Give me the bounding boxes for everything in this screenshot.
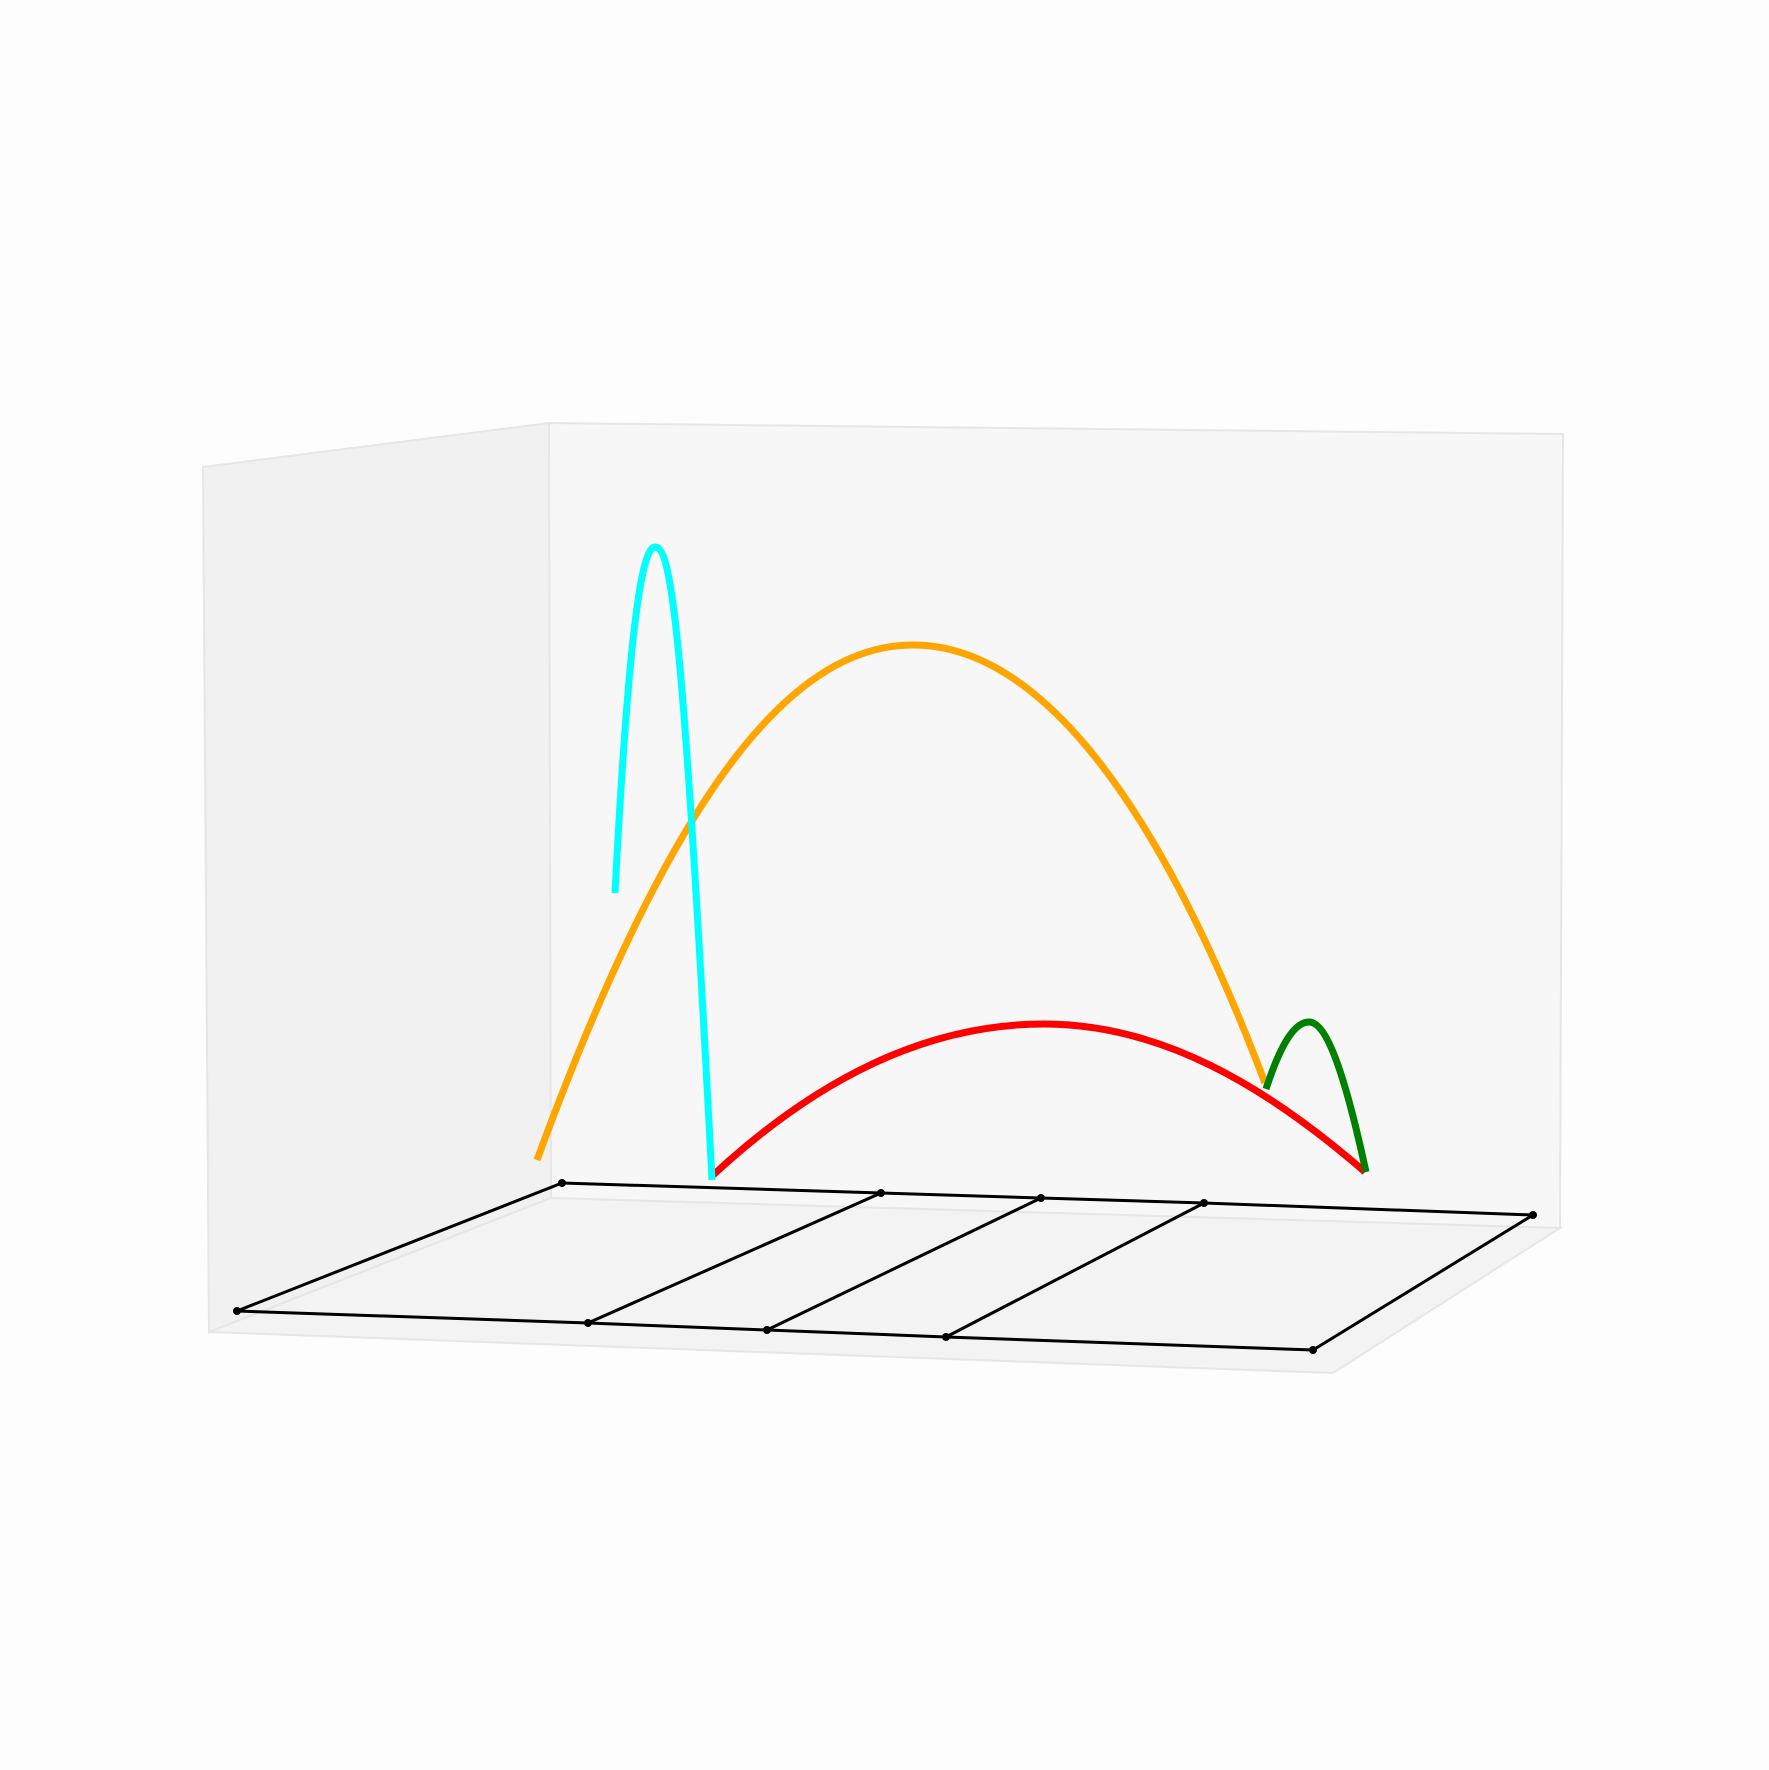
green-arc bbox=[1262, 1018, 1370, 1173]
cyan-arc bbox=[611, 543, 716, 1181]
grid-node bbox=[1200, 1199, 1208, 1207]
back-pane bbox=[547, 421, 1565, 1230]
grid-left-edge bbox=[236, 1181, 563, 1313]
floor-grid bbox=[233, 1179, 1537, 1354]
grid-node bbox=[1037, 1194, 1045, 1202]
arcs bbox=[533, 543, 1370, 1181]
grid-node bbox=[763, 1326, 771, 1334]
grid-node bbox=[1309, 1346, 1317, 1354]
grid-node bbox=[942, 1333, 950, 1341]
grid-divider-3 bbox=[945, 1201, 1205, 1339]
red-arc bbox=[708, 1020, 1368, 1180]
grid-node bbox=[1529, 1211, 1537, 1219]
grid-node bbox=[233, 1307, 241, 1315]
grid-node bbox=[584, 1319, 592, 1327]
grid-divider-2 bbox=[766, 1196, 1042, 1332]
floor-pane bbox=[208, 1196, 1564, 1375]
grid-node bbox=[877, 1189, 885, 1197]
grid-node bbox=[558, 1179, 566, 1187]
left-pane bbox=[201, 421, 553, 1334]
grid-right-edge bbox=[1312, 1213, 1534, 1352]
orange-arc bbox=[533, 641, 1269, 1162]
grid-divider-1 bbox=[587, 1191, 882, 1325]
